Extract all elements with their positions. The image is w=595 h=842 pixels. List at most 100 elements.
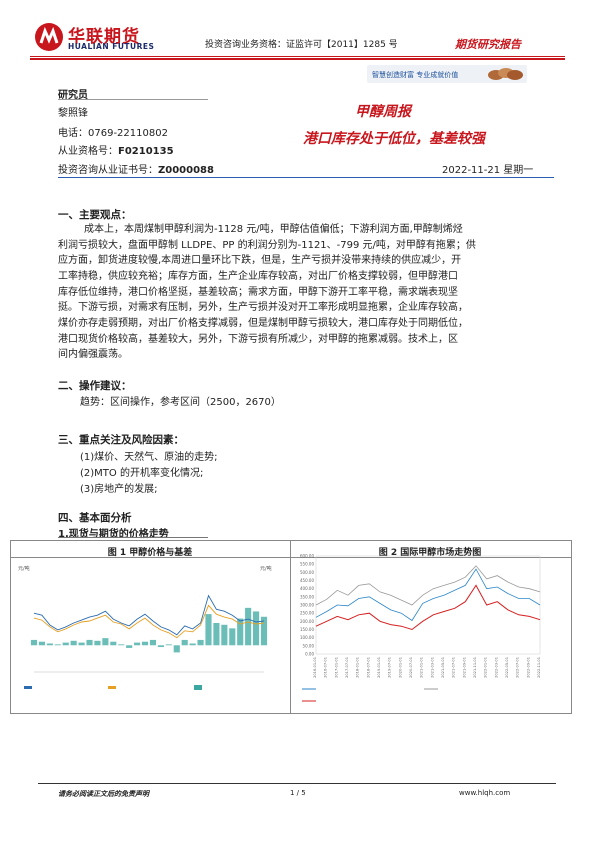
slogan-text: 智慧创造财富 专业成就价值 xyxy=(372,71,459,79)
left-axis-unit: 元/吨 xyxy=(18,565,30,572)
figure-separator xyxy=(290,540,291,713)
trend-suggestion: 趋势：区间操作，参考区间（2500，2670） xyxy=(80,397,281,408)
intl-series-3-line xyxy=(315,584,541,631)
section-suggestion-title: 二、操作建议： xyxy=(58,380,132,392)
x-tick-label: 2022-03-01 xyxy=(494,657,498,678)
paragraph-line: 利润亏损较大，盘面甲醇制 LLDPE、PP 的利润分别为-1121、-799 元… xyxy=(58,239,476,251)
section-risk-title: 三、重点关注及风险因素： xyxy=(58,434,184,446)
basis-bar xyxy=(205,614,212,646)
report-date: 2022-11-21 星期一 xyxy=(442,165,534,176)
y-tick-label: 250.00 xyxy=(300,611,314,616)
x-tick-label: 2018-01-01 xyxy=(356,657,360,678)
x-tick-label: 2021-05-01 xyxy=(441,657,445,678)
y-tick-label: 300.00 xyxy=(300,603,314,608)
x-tick-label: 2021-11-01 xyxy=(473,657,477,678)
x-tick-label: 2017-07-01 xyxy=(345,657,349,678)
basis-bar xyxy=(221,624,228,646)
basis-bar xyxy=(70,640,77,646)
legend-swatch-futures xyxy=(108,686,116,689)
paragraph-line: 成本上，本周煤制甲醇利润为-1128 元/吨，甲醇估值偏低；下游利润方面,甲醇制… xyxy=(84,224,463,235)
basis-bar xyxy=(165,644,172,646)
x-tick-label: 2022-11-01 xyxy=(537,657,541,678)
x-tick-label: 2022-07-01 xyxy=(516,657,520,678)
basis-bar xyxy=(229,628,236,646)
logo-english-name: HUALIAN FUTURES xyxy=(68,42,155,51)
title-divider xyxy=(58,177,554,178)
report-title: 甲醇周报 xyxy=(355,104,411,120)
basis-bar xyxy=(260,616,268,646)
basis-bar xyxy=(126,645,133,648)
researcher-name: 黎照锋 xyxy=(58,108,88,119)
basis-bar xyxy=(197,639,204,646)
x-tick-label: 2022-01-01 xyxy=(484,657,488,678)
chart-price-basis: 元/吨 元/吨 xyxy=(18,565,272,690)
report-subtitle: 港口库存处于低位，基差较强 xyxy=(303,131,485,147)
y-tick-label: 100.00 xyxy=(300,635,314,640)
basis-bar xyxy=(157,645,164,648)
qualification-number: 从业资格号：F0210135 xyxy=(58,142,174,157)
futures-price-line xyxy=(33,604,265,639)
basis-bar xyxy=(54,644,61,646)
basis-bar xyxy=(86,639,93,646)
paragraph-line: 库存低位维持，港口价格坚挺，基差较高；需求方面，甲醇下游开工率平稳，需求端表现坚 xyxy=(58,286,458,298)
researcher-divider xyxy=(58,99,208,100)
advisory-license-label: 投资咨询从业证书号： xyxy=(58,165,158,176)
qualification-value: F0210135 xyxy=(118,146,174,157)
x-tick-label: 2021-01-01 xyxy=(420,657,424,678)
basis-bar xyxy=(30,639,38,646)
paragraph-line: 应方面，卸货进度较慢,本周进口量环比下跌，但是，生产亏损并没带来持续的供应减少，… xyxy=(58,255,462,267)
basis-bar xyxy=(118,644,125,646)
basis-bar xyxy=(245,607,252,646)
advisory-license-value: Z0000088 xyxy=(158,165,214,176)
figure-1-title: 图 1 甲醇价格与基差 xyxy=(107,548,193,558)
chart-international-methanol: 0.00 50.00 100.00 150.00 200.00 250.00 300.00 3… xyxy=(300,554,541,702)
y-tick-label: 500.00 xyxy=(300,570,314,575)
basis-bar xyxy=(213,623,220,646)
header-divider-thick xyxy=(30,58,565,60)
paragraph-line: 煤价亦存走弱预期，对出厂价格支撑减弱，但是煤制甲醇亏损较大，港口库存处于同期低位… xyxy=(58,317,468,329)
basis-bar xyxy=(78,642,85,646)
website-link[interactable]: www.hlqh.com xyxy=(459,789,511,797)
y-tick-label: 450.00 xyxy=(300,578,314,583)
intl-series-2-line xyxy=(315,565,541,606)
x-tick-label: 2016-07-01 xyxy=(324,657,328,678)
basis-bar xyxy=(38,641,45,646)
business-license: 投资咨询业务资格：证监许可【2011】1285 号 xyxy=(205,40,398,50)
header-divider xyxy=(30,56,565,57)
footer-disclaimer-link[interactable]: 请务必阅读正文后的免责声明 xyxy=(58,790,149,798)
page-number: 1 / 5 xyxy=(290,789,306,797)
x-tick-label: 2016-01-01 xyxy=(313,657,317,678)
basis-bar xyxy=(62,642,69,646)
risk-item: (1)煤价、天然气、原油的走势; xyxy=(80,452,218,463)
y-tick-label: 600.00 xyxy=(300,554,314,559)
qualification-label: 从业资格号： xyxy=(58,146,118,157)
basis-bar xyxy=(46,643,53,646)
paragraph-line: 港口现货价格较高，基差较大，另外，下游亏损有所减少，对甲醇的拖累减弱。技术上，区 xyxy=(58,333,458,345)
logo-chinese-name: 华联期货 xyxy=(68,27,140,47)
basis-bar xyxy=(149,639,157,646)
spot-price-line xyxy=(33,594,265,636)
chart-2-plot-area: 0.00 50.00 100.00 150.00 200.00 250.00 300.00 3… xyxy=(300,554,541,678)
researcher-phone: 电话：0769-22110802 xyxy=(58,128,168,139)
basis-bar xyxy=(102,638,109,646)
researcher-heading: 研究员 xyxy=(58,90,88,101)
slogan-banner xyxy=(367,65,527,83)
y-tick-label: 400.00 xyxy=(300,586,314,591)
chart-1-plot-area xyxy=(30,594,268,653)
main-views-paragraph: 成本上，本周煤制甲醇利润为-1128 元/吨，甲醇估值偏低；下游利润方面,甲醇制… xyxy=(58,222,543,363)
figure-header-divider xyxy=(10,557,571,558)
figure-2-title: 图 2 国际甲醇市场走势图 xyxy=(378,548,482,558)
y-tick-label: 350.00 xyxy=(300,594,314,599)
legend-swatch-basis xyxy=(194,685,202,690)
section-main-views-title: 一、主要观点： xyxy=(58,209,132,221)
basis-bar xyxy=(253,611,260,646)
y-tick-label: 50.00 xyxy=(303,643,315,648)
x-tick-label: 2018-07-01 xyxy=(366,657,370,678)
basis-bar xyxy=(110,641,117,646)
section-fundamentals-title: 四、基本面分析 xyxy=(58,512,132,524)
paragraph-line: 挺。下游亏损，对需求有压制，另外，生产亏损并没对开工率形成明显拖累，企业库存较高… xyxy=(58,302,468,314)
risk-item: (2)MTO 的开机率变化情况; xyxy=(80,468,204,479)
coins-icon xyxy=(488,68,523,80)
x-tick-label: 2019-01-01 xyxy=(377,657,381,678)
subsection-price-trend-title: 1.现货与期货的价格走势 xyxy=(58,529,169,540)
